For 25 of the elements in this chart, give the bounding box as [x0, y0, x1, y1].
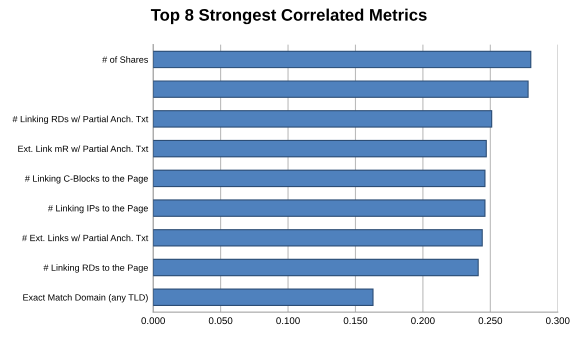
x-tick-label: 0.150 [344, 317, 368, 324]
x-tick-label: 0.200 [411, 317, 435, 324]
bar [153, 50, 532, 68]
x-tick-label: 0.250 [478, 317, 502, 324]
bar [153, 288, 374, 306]
bar [153, 110, 492, 128]
x-tick-label: 0.300 [546, 317, 570, 324]
bar [153, 80, 529, 98]
bar [153, 170, 486, 188]
y-tick-label: # of Shares [102, 56, 148, 63]
bar [153, 199, 486, 217]
y-tick-label: # Linking RDs w/ Partial Anch. Txt [12, 116, 148, 124]
y-tick-label: Exact Match Domain (any TLD) [23, 294, 148, 302]
y-tick-label: # Ext. Links w/ Partial Anch. Txt [22, 234, 148, 242]
x-tick-label: 0.000 [141, 317, 165, 324]
y-tick-label: # Linking RDs to the Page [43, 264, 148, 273]
x-tick-label: 0.050 [208, 317, 232, 324]
bar [153, 140, 487, 158]
x-tick-label: 0.100 [276, 317, 300, 324]
y-tick-label: Ext. Link mR w/ Partial Anch. Txt [18, 145, 148, 152]
bar [153, 258, 479, 276]
bar [153, 229, 483, 247]
chart-title: Top 8 Strongest Correlated Metrics [150, 8, 427, 24]
y-tick-label: # Linking C-Blocks to the Page [24, 175, 148, 184]
y-tick-label: # Linking IPs to the Page [48, 204, 148, 214]
